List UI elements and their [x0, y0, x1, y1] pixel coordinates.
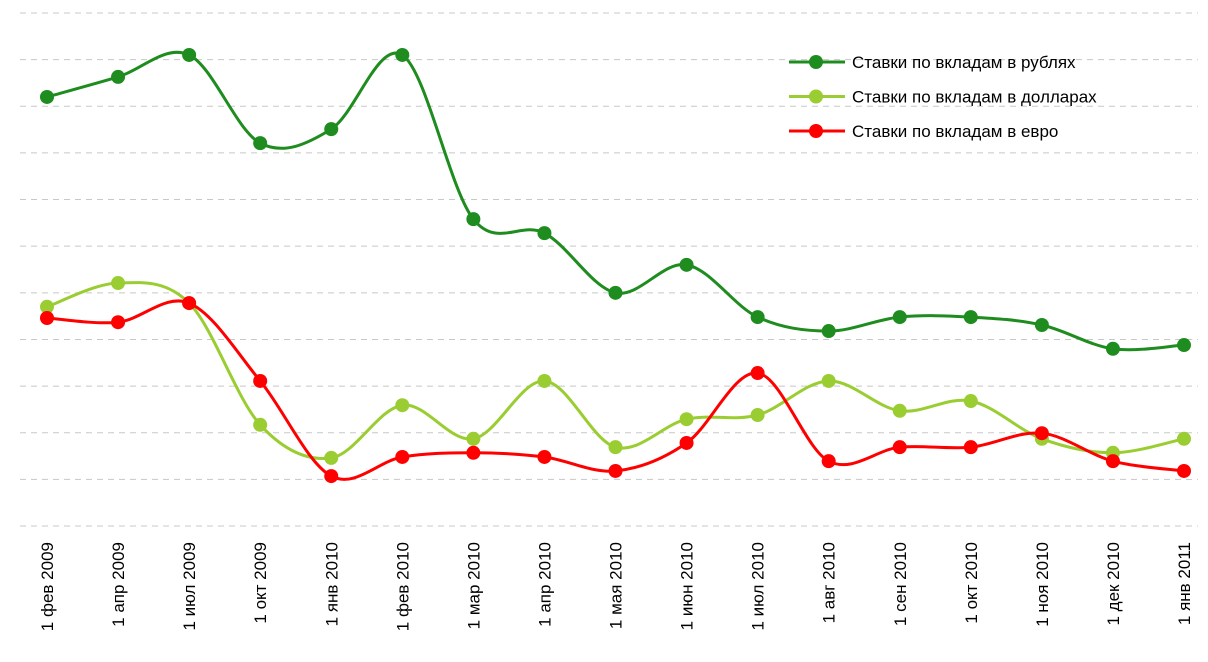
data-point: [111, 315, 126, 330]
data-point: [466, 445, 481, 460]
x-tick-label: 1 фев 2009: [38, 542, 57, 631]
x-tick-label: 1 сен 2010: [891, 542, 910, 626]
data-point: [1034, 317, 1049, 332]
x-tick-label: 1 мая 2010: [607, 542, 626, 629]
data-point: [537, 449, 552, 464]
x-tick-label: 1 авг 2010: [820, 542, 839, 623]
x-tick-label: 1 янв 2011: [1175, 542, 1194, 625]
data-point: [1177, 431, 1191, 446]
x-tick-label: 1 июн 2010: [678, 542, 697, 630]
series-line: [46, 281, 1185, 460]
data-point: [821, 324, 836, 339]
data-point: [1105, 454, 1120, 469]
data-point: [395, 449, 410, 464]
data-point: [537, 373, 552, 388]
x-tick-label: 1 апр 2010: [535, 542, 554, 627]
data-point: [750, 310, 765, 325]
data-point: [111, 69, 126, 84]
data-point: [750, 408, 765, 423]
data-point: [253, 417, 268, 432]
data-point: [608, 463, 623, 478]
data-point: [608, 285, 623, 300]
data-point: [1177, 338, 1191, 353]
data-point: [821, 454, 836, 469]
x-tick-label: 1 янв 2010: [322, 542, 341, 626]
data-point: [40, 311, 54, 326]
data-point: [679, 257, 694, 272]
data-point: [324, 450, 339, 465]
data-point: [395, 398, 410, 413]
x-tick-label: 1 окт 2009: [251, 542, 270, 624]
x-tick-label: 1 июл 2010: [749, 542, 768, 631]
data-point: [466, 212, 481, 227]
legend-label: Ставки по вкладам в долларах: [852, 88, 1097, 107]
data-point: [395, 47, 410, 62]
data-point: [892, 310, 907, 325]
data-point: [1177, 463, 1191, 478]
data-point: [679, 412, 694, 427]
data-point: [40, 89, 54, 104]
x-tick-label: 1 июл 2009: [180, 542, 199, 631]
data-point: [537, 226, 552, 241]
x-tick-label: 1 фев 2010: [393, 542, 412, 631]
data-point: [963, 310, 978, 325]
data-point: [821, 373, 836, 388]
legend-marker: [809, 124, 823, 138]
data-point: [40, 299, 54, 314]
data-point: [466, 431, 481, 446]
legend-label: Ставки по вкладам в рублях: [852, 53, 1076, 72]
data-point: [324, 122, 339, 137]
x-tick-label: 1 окт 2010: [962, 542, 981, 624]
data-point: [324, 469, 339, 484]
data-point: [963, 394, 978, 409]
data-point: [892, 440, 907, 455]
data-point: [1034, 426, 1049, 441]
x-tick-label: 1 апр 2009: [109, 542, 128, 627]
data-point: [111, 276, 126, 291]
data-point: [1105, 341, 1120, 356]
data-point: [608, 440, 623, 455]
data-point: [253, 136, 268, 151]
data-point: [963, 440, 978, 455]
data-point: [182, 47, 197, 62]
legend-marker: [809, 55, 823, 69]
data-point: [182, 296, 197, 311]
data-point: [679, 435, 694, 450]
data-point: [750, 366, 765, 381]
x-tick-label: 1 мар 2010: [464, 542, 483, 629]
x-tick-label: 1 ноя 2010: [1033, 542, 1052, 627]
legend-label: Ставки по вкладам в евро: [852, 122, 1058, 141]
data-point: [892, 403, 907, 418]
data-point: [253, 373, 268, 388]
legend-marker: [809, 89, 823, 104]
x-tick-label: 1 дек 2010: [1104, 542, 1123, 626]
